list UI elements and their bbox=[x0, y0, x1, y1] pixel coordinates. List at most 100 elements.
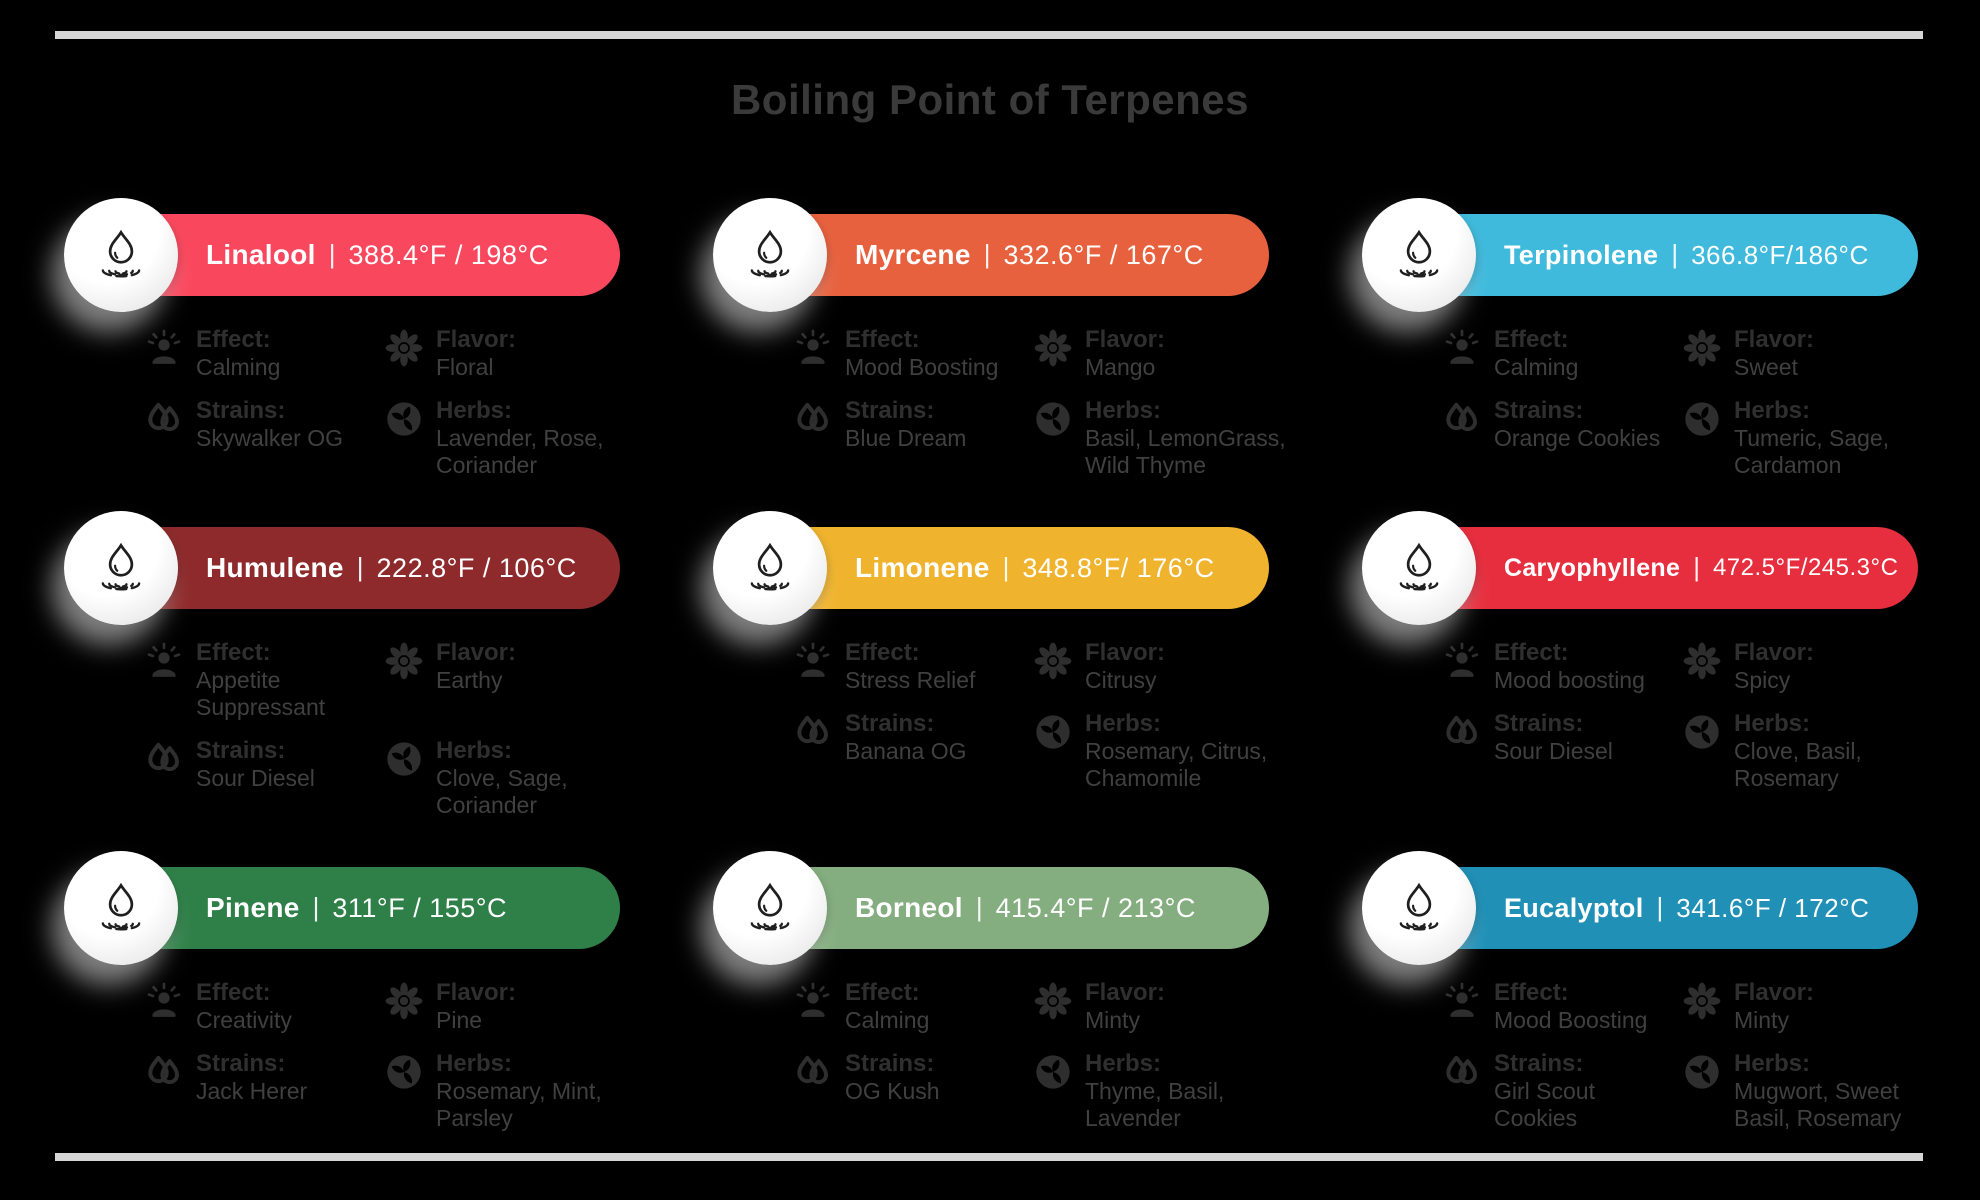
strains-icon bbox=[1446, 402, 1477, 432]
herbs-label: Herbs: bbox=[1734, 397, 1811, 424]
droplet-ripple-icon bbox=[750, 882, 790, 931]
herbs-value: Tumeric, Sage, Cardamon bbox=[1734, 425, 1890, 478]
strains-detail: Strains: Girl Scout Cookies bbox=[1442, 1050, 1682, 1132]
banner-separator: | bbox=[356, 551, 364, 582]
effect-value: Mood Boosting bbox=[1494, 1007, 1648, 1033]
flavor-icon bbox=[1034, 642, 1072, 680]
effect-value: Calming bbox=[845, 1007, 930, 1033]
banner-separator: | bbox=[983, 238, 991, 269]
herbs-detail: Herbs: Basil, LemonGrass, Wild Thyme bbox=[1033, 397, 1290, 479]
herbs-icon bbox=[1685, 402, 1719, 436]
flavor-icon bbox=[1683, 642, 1721, 680]
terpene-details: Effect: Creativity bbox=[144, 979, 620, 1132]
effect-label: Effect: bbox=[196, 326, 271, 353]
droplet-ripple-icon bbox=[1399, 229, 1439, 278]
herbs-label: Herbs: bbox=[1085, 1050, 1162, 1077]
herbs-label: Herbs: bbox=[436, 397, 513, 424]
strains-detail: Strains: Banana OG bbox=[793, 710, 1033, 792]
effect-label: Effect: bbox=[845, 979, 920, 1006]
flavor-detail: Flavor: Sweet bbox=[1682, 326, 1939, 381]
flavor-detail: Flavor: Pine bbox=[384, 979, 641, 1034]
terpene-banner-row: Limonene | 348.8°F/ 176°C bbox=[713, 511, 1269, 625]
effect-value: Mood boosting bbox=[1494, 667, 1645, 693]
strains-detail: Strains: OG Kush bbox=[793, 1050, 1033, 1132]
effect-detail: Effect: Calming bbox=[1442, 326, 1682, 381]
terpene-details: Effect: Mood Boosting bbox=[1442, 979, 1918, 1132]
herbs-icon bbox=[1036, 715, 1070, 749]
terpene-boiling-point: 415.4°F / 213°C bbox=[995, 892, 1196, 923]
flavor-detail: Flavor: Mango bbox=[1033, 326, 1290, 381]
strains-icon bbox=[797, 715, 828, 745]
herbs-detail: Herbs: Clove, Basil, Rosemary bbox=[1682, 710, 1939, 792]
terpene-banner-row: Eucalyptol | 341.6°F / 172°C bbox=[1362, 851, 1918, 965]
strains-icon bbox=[1446, 715, 1477, 745]
strains-label: Strains: bbox=[1494, 710, 1584, 737]
effect-detail: Effect: Calming bbox=[793, 979, 1033, 1034]
herbs-detail: Herbs: Rosemary, Citrus, Chamomile bbox=[1033, 710, 1290, 792]
herbs-label: Herbs: bbox=[1085, 710, 1162, 737]
strains-detail: Strains: Sour Diesel bbox=[144, 737, 384, 819]
effect-label: Effect: bbox=[845, 326, 920, 353]
banner-separator: | bbox=[1656, 891, 1664, 922]
strains-label: Strains: bbox=[845, 710, 935, 737]
flavor-label: Flavor: bbox=[1734, 639, 1815, 666]
terpene-banner-row: Borneol | 415.4°F / 213°C bbox=[713, 851, 1269, 965]
flavor-icon bbox=[1034, 982, 1072, 1020]
effect-value: Creativity bbox=[196, 1007, 292, 1033]
herbs-label: Herbs: bbox=[1734, 1050, 1811, 1077]
terpene-details: Effect: Calming bbox=[144, 326, 620, 479]
flavor-icon bbox=[385, 642, 423, 680]
cards-grid: Linalool | 388.4°F / 198°C bbox=[64, 198, 1918, 1132]
herbs-label: Herbs: bbox=[436, 1050, 513, 1077]
effect-value: Appetite Suppressant bbox=[196, 667, 326, 720]
boiling-drop-badge bbox=[713, 851, 827, 965]
herbs-label: Herbs: bbox=[1085, 397, 1162, 424]
strains-value: Sour Diesel bbox=[1494, 738, 1613, 764]
strains-detail: Strains: Jack Herer bbox=[144, 1050, 384, 1132]
terpene-card: Myrcene | 332.6°F / 167°C bbox=[713, 198, 1286, 479]
strains-icon bbox=[148, 1055, 179, 1085]
strains-label: Strains: bbox=[1494, 397, 1584, 424]
terpene-name: Borneol bbox=[855, 892, 963, 923]
terpene-banner-row: Terpinolene | 366.8°F/186°C bbox=[1362, 198, 1918, 312]
strains-label: Strains: bbox=[196, 1050, 286, 1077]
terpene-details: Effect: Stress Relief bbox=[793, 639, 1269, 792]
terpene-name: Terpinolene bbox=[1504, 239, 1659, 270]
terpene-details: Effect: Mood Boosting bbox=[793, 326, 1286, 479]
strains-value: Girl Scout Cookies bbox=[1494, 1078, 1595, 1131]
flavor-label: Flavor: bbox=[1734, 326, 1815, 353]
strains-value: Jack Herer bbox=[196, 1078, 308, 1104]
flavor-value: Minty bbox=[1734, 1007, 1789, 1033]
terpene-card: Humulene | 222.8°F / 106°C bbox=[64, 511, 620, 819]
strains-value: Banana OG bbox=[845, 738, 967, 764]
strains-label: Strains: bbox=[845, 397, 935, 424]
banner-separator: | bbox=[312, 891, 320, 922]
terpene-name: Limonene bbox=[855, 552, 990, 583]
boiling-drop-badge bbox=[64, 198, 178, 312]
herbs-value: Rosemary, Citrus, Chamomile bbox=[1085, 738, 1268, 791]
terpene-card: Linalool | 388.4°F / 198°C bbox=[64, 198, 620, 479]
terpene-banner-row: Caryophyllene | 472.5°F/245.3°C bbox=[1362, 511, 1918, 625]
effect-detail: Effect: Mood Boosting bbox=[1442, 979, 1682, 1034]
herbs-value: Thyme, Basil, Lavender bbox=[1085, 1078, 1225, 1131]
terpene-card: Terpinolene | 366.8°F/186°C bbox=[1362, 198, 1918, 479]
effect-value: Mood Boosting bbox=[845, 354, 999, 380]
flavor-detail: Flavor: Earthy bbox=[384, 639, 641, 721]
boiling-drop-badge bbox=[1362, 851, 1476, 965]
effect-detail: Effect: Creativity bbox=[144, 979, 384, 1034]
terpene-boiling-point: 341.6°F / 172°C bbox=[1676, 892, 1870, 923]
herbs-value: Mugwort, Sweet Basil, Rosemary bbox=[1734, 1078, 1902, 1131]
strains-icon bbox=[148, 402, 179, 432]
strains-detail: Strains: Sour Diesel bbox=[1442, 710, 1682, 792]
effect-label: Effect: bbox=[196, 639, 271, 666]
droplet-ripple-icon bbox=[101, 882, 141, 931]
strains-value: OG Kush bbox=[845, 1078, 940, 1104]
herbs-icon bbox=[1036, 402, 1070, 436]
herbs-value: Clove, Basil, Rosemary bbox=[1734, 738, 1862, 791]
top-divider bbox=[55, 31, 1923, 39]
flavor-detail: Flavor: Citrusy bbox=[1033, 639, 1290, 694]
droplet-ripple-icon bbox=[1399, 882, 1439, 931]
terpene-boiling-point: 311°F / 155°C bbox=[332, 892, 508, 923]
flavor-icon bbox=[1683, 982, 1721, 1020]
effect-label: Effect: bbox=[1494, 639, 1569, 666]
